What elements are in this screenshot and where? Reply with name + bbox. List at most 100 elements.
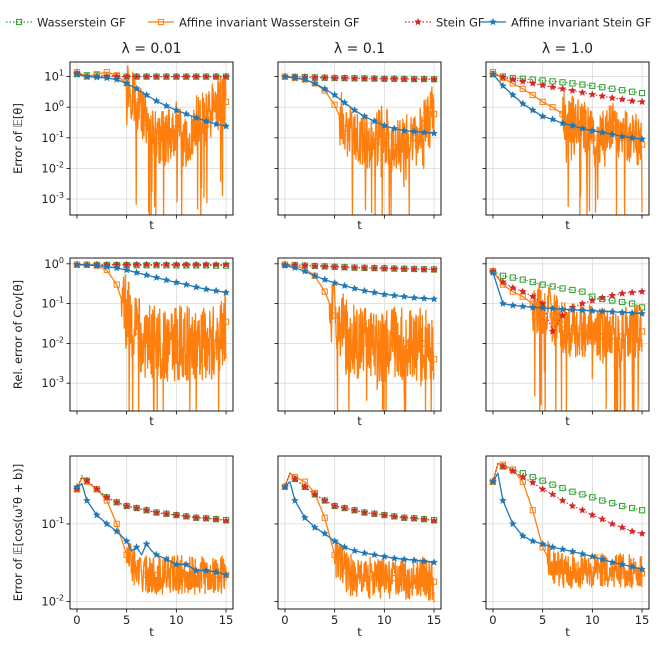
data-point-stein: [182, 72, 191, 80]
data-point-wasserstein: [539, 281, 546, 288]
data-point-affine_stein: [72, 260, 81, 269]
column-title: λ = 0.1: [334, 41, 385, 57]
data-point-stein: [628, 96, 636, 105]
y-tick-label: 10-2: [41, 335, 64, 350]
panel: 0 5 10 15 t: [482, 455, 650, 639]
data-point-wasserstein: [539, 477, 546, 484]
series-group: [72, 65, 231, 215]
x-tick-label: 10: [169, 613, 184, 627]
data-point-stein: [499, 73, 507, 81]
data-point-affine_stein: [488, 70, 497, 78]
series-line-affine_stein: [284, 264, 435, 300]
axes-frame: [69, 455, 234, 610]
series-line-stein: [284, 264, 435, 271]
data-point-affine_stein: [152, 550, 161, 559]
data-point-affine_stein: [162, 555, 171, 563]
data-point-wasserstein: [589, 494, 596, 501]
data-point-affine_stein: [172, 106, 181, 114]
data-point-affine_wasserstein: [213, 340, 220, 347]
data-point-affine_stein: [112, 263, 121, 272]
data-point-wasserstein: [579, 288, 586, 295]
data-point-affine_stein: [638, 565, 647, 573]
data-point-affine_stein: [528, 106, 537, 114]
data-point-affine_stein: [212, 286, 220, 295]
data-point-wasserstein: [519, 276, 526, 283]
data-point-affine_stein: [598, 307, 607, 315]
data-point-affine_stein: [360, 112, 369, 120]
data-point-stein: [360, 508, 369, 516]
data-point-affine_stein: [578, 124, 587, 132]
data-point-stein: [132, 503, 141, 512]
data-point-affine_stein: [83, 496, 91, 504]
series-line-affine_wasserstein: [492, 270, 643, 411]
data-point-affine_stein: [350, 546, 359, 555]
data-point-affine_wasserstein: [341, 328, 348, 335]
data-point-affine_stein: [608, 558, 617, 566]
legend-label: Affine invariant Wasserstein GF: [179, 16, 359, 30]
data-point-wasserstein: [629, 300, 636, 307]
data-point-affine_stein: [72, 482, 81, 491]
legend-marker: [414, 17, 422, 26]
data-point-affine_stein: [92, 261, 101, 269]
data-point-affine_stein: [202, 566, 211, 574]
series-line-stein: [492, 462, 643, 535]
data-point-affine_stein: [528, 536, 537, 545]
data-point-affine_stein: [142, 90, 151, 99]
data-point-affine_stein: [499, 299, 507, 307]
y-tick-label: 10-1: [41, 296, 64, 311]
data-point-affine_stein: [350, 106, 359, 114]
data-point-affine_stein: [400, 126, 409, 135]
data-point-stein: [152, 508, 161, 516]
data-point-affine_stein: [340, 543, 349, 551]
data-point-stein: [300, 482, 309, 491]
data-point-stein: [112, 498, 121, 506]
data-point-stein: [548, 83, 557, 91]
legend-entry: Stein GF: [405, 16, 485, 30]
data-point-affine_stein: [172, 560, 181, 568]
series-line-affine_wasserstein: [492, 71, 643, 215]
data-point-affine_wasserstein: [579, 328, 586, 335]
data-point-stein: [528, 478, 537, 487]
data-point-affine_stein: [499, 496, 507, 504]
data-point-affine_wasserstein: [371, 575, 378, 582]
data-point-affine_wasserstein: [619, 567, 626, 574]
data-point-affine_stein: [508, 519, 517, 528]
series-line-affine_stein: [284, 481, 435, 563]
data-point-affine_stein: [578, 306, 587, 314]
data-point-affine_stein: [132, 543, 141, 551]
data-point-wasserstein: [559, 484, 566, 492]
data-point-affine_stein: [430, 129, 439, 137]
data-point-affine_stein: [430, 558, 439, 566]
data-point-affine_wasserstein: [183, 143, 190, 151]
data-point-affine_stein: [518, 302, 527, 310]
data-point-stein: [172, 510, 181, 519]
data-point-wasserstein: [549, 481, 556, 488]
data-point-stein: [370, 74, 379, 82]
legend-label: Wasserstein GF: [37, 16, 126, 30]
data-point-stein: [370, 263, 379, 272]
x-axis-label: t: [565, 625, 570, 639]
data-point-affine_wasserstein: [381, 575, 388, 582]
data-point-stein: [330, 262, 339, 271]
series-line-affine_wasserstein: [284, 75, 435, 215]
data-point-affine_stein: [192, 282, 201, 291]
data-point-stein: [162, 72, 171, 80]
data-point-stein: [162, 260, 171, 269]
data-point-affine_stein: [83, 260, 91, 269]
data-point-affine_stein: [172, 278, 181, 286]
data-point-wasserstein: [599, 84, 606, 91]
data-point-affine_stein: [202, 117, 211, 125]
data-point-affine_stein: [410, 293, 419, 302]
data-point-affine_wasserstein: [589, 567, 596, 574]
data-point-stein: [499, 277, 507, 286]
data-point-affine_wasserstein: [143, 340, 150, 347]
data-point-stein: [528, 292, 537, 300]
data-point-affine_wasserstein: [559, 321, 566, 328]
data-point-stein: [400, 74, 409, 83]
legend: Wasserstein GF Affine invariant Wasserste…: [6, 16, 651, 30]
data-point-stein: [628, 288, 636, 296]
data-point-affine_stein: [588, 552, 597, 560]
data-point-affine_wasserstein: [391, 340, 398, 347]
data-point-affine_wasserstein: [421, 575, 428, 582]
series-line-wasserstein: [492, 73, 643, 94]
